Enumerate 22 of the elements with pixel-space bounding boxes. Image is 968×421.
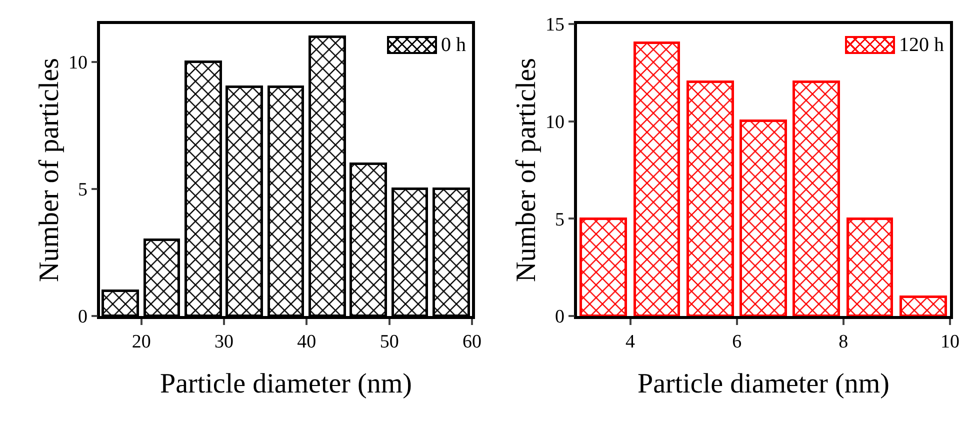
x-tick-label: 20	[132, 332, 151, 353]
x-tick-label: 10	[940, 332, 960, 353]
x-tick-label: 30	[214, 332, 234, 353]
legend-label: 120 h	[899, 34, 944, 57]
x-tick-label: 6	[732, 332, 742, 353]
x-tick-label: 8	[838, 332, 848, 353]
y-tick-label: 10	[545, 112, 564, 133]
y-tick-label: 5	[78, 180, 88, 201]
x-axis-title: Particle diameter (nm)	[160, 368, 412, 400]
y-tick-label: 10	[68, 52, 88, 74]
x-tick-label: 50	[380, 332, 399, 353]
y-tick-label: 0	[78, 306, 88, 328]
x-axis-title: Particle diameter (nm)	[638, 368, 890, 400]
y-axis-title: Number of particles	[34, 58, 66, 282]
x-tick-label: 60	[462, 332, 482, 353]
y-tick-label: 15	[545, 14, 564, 36]
y-tick-label: 0	[554, 306, 564, 328]
x-tick-label: 40	[297, 332, 316, 353]
y-axis-title: Number of particles	[511, 58, 542, 282]
legend-label: 0 h	[441, 34, 466, 57]
y-tick-label: 5	[554, 209, 564, 230]
x-tick-label: 4	[626, 332, 636, 353]
